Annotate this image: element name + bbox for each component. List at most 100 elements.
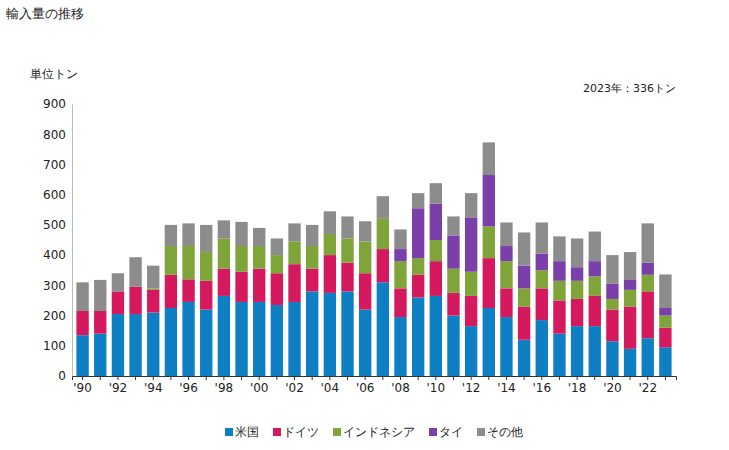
legend-item: タイ	[429, 425, 463, 439]
y-tick: 100	[43, 339, 72, 353]
bar-segment	[147, 288, 159, 290]
legend-label: 米国	[235, 425, 259, 439]
x-tick-mark	[241, 376, 242, 380]
bar-segment	[606, 310, 618, 342]
y-tick-label: 700	[43, 158, 66, 172]
bar-segment	[430, 296, 442, 376]
x-tick-mark	[630, 376, 631, 380]
bar-segment	[253, 246, 265, 269]
bar-segment	[571, 238, 583, 267]
x-tick-label: '02	[285, 381, 304, 395]
bar-segment	[324, 255, 336, 293]
x-tick-mark	[153, 376, 154, 380]
y-tick: 600	[43, 188, 72, 202]
y-tick-label: 900	[43, 97, 66, 111]
y-axis-line	[72, 105, 73, 377]
x-tick-mark	[312, 376, 313, 380]
x-tick-mark	[559, 376, 560, 380]
bar-segment	[394, 288, 406, 317]
y-label: 単位トン	[30, 67, 78, 81]
x-tick-label: '06	[356, 381, 375, 395]
x-tick-mark	[577, 376, 578, 380]
y-tick: 300	[43, 279, 72, 293]
y-tick-label: 400	[43, 248, 66, 262]
bar-segment	[76, 311, 88, 335]
x-tick-mark	[347, 376, 348, 380]
y-tick-label: 0	[58, 369, 66, 383]
bar-segment	[377, 282, 389, 376]
x-tick	[630, 376, 631, 380]
bar-segment	[483, 308, 495, 376]
x-tick-mark	[435, 376, 436, 380]
bar-segment	[324, 211, 336, 234]
x-tick-mark	[488, 376, 489, 380]
x-tick-label: '16	[532, 381, 551, 395]
legend-swatch	[225, 428, 233, 436]
bar-segment	[536, 254, 548, 271]
bar-segment	[483, 258, 495, 308]
y-tick: 200	[43, 309, 72, 323]
bar-segment	[288, 302, 300, 376]
bar-segment	[394, 317, 406, 376]
x-tick-mark	[223, 376, 224, 380]
bar-segment	[518, 288, 530, 306]
bar-segment	[341, 238, 353, 262]
x-tick-label: '14	[497, 381, 516, 395]
bar-segment	[147, 313, 159, 376]
x-tick-mark	[294, 376, 295, 380]
bar-segment	[94, 280, 106, 311]
bar-segment	[659, 274, 671, 308]
bar-segment	[324, 234, 336, 255]
bar-segment	[430, 240, 442, 261]
bar-segment	[271, 255, 283, 273]
bar-segment	[536, 288, 548, 320]
x-tick	[524, 376, 525, 380]
bar-segment	[642, 263, 654, 275]
bar-segment	[218, 238, 230, 268]
x-tick-mark	[400, 376, 401, 380]
bar-segment	[536, 222, 548, 253]
x-tick: '22	[638, 376, 657, 395]
x-tick	[559, 376, 560, 380]
y-tick-label: 800	[43, 128, 66, 142]
bar-segment	[659, 328, 671, 348]
x-tick: '92	[109, 376, 128, 395]
bar-segment	[200, 281, 212, 310]
bar-segment	[447, 293, 459, 316]
bar-segment	[359, 273, 371, 309]
annotation: 2023年：336トン	[583, 82, 676, 95]
y-tick-label: 300	[43, 279, 66, 293]
x-tick	[312, 376, 313, 380]
x-tick-label: '12	[462, 381, 481, 395]
x-tick-label: '22	[638, 381, 657, 395]
bar-segment	[465, 326, 477, 376]
legend-label: ドイツ	[283, 425, 319, 439]
bar-segment	[306, 291, 318, 376]
x-tick-label: '18	[568, 381, 587, 395]
bar-segment	[571, 267, 583, 281]
x-tick-mark	[117, 376, 118, 380]
x-tick	[382, 376, 383, 380]
x-tick: '98	[215, 376, 234, 395]
bar-segment	[483, 175, 495, 226]
x-tick-mark	[100, 376, 101, 380]
bar-segment	[377, 219, 389, 249]
bar-segment	[659, 316, 671, 328]
bar-segment	[642, 291, 654, 338]
x-tick-label: '90	[73, 381, 92, 395]
bar-segment	[642, 223, 654, 262]
bar-segment	[324, 293, 336, 376]
bar-segment	[500, 246, 512, 261]
bar-segment	[94, 311, 106, 334]
bar-segment	[359, 242, 371, 274]
legend-item: ドイツ	[273, 425, 319, 439]
x-tick-mark	[276, 376, 277, 380]
bar-segment	[394, 261, 406, 288]
bar-segment	[500, 261, 512, 288]
x-tick	[418, 376, 419, 380]
x-tick	[276, 376, 277, 380]
legend-swatch	[477, 428, 485, 436]
x-tick: '10	[427, 376, 446, 395]
bar-segment	[218, 269, 230, 296]
bar-segment	[147, 290, 159, 313]
